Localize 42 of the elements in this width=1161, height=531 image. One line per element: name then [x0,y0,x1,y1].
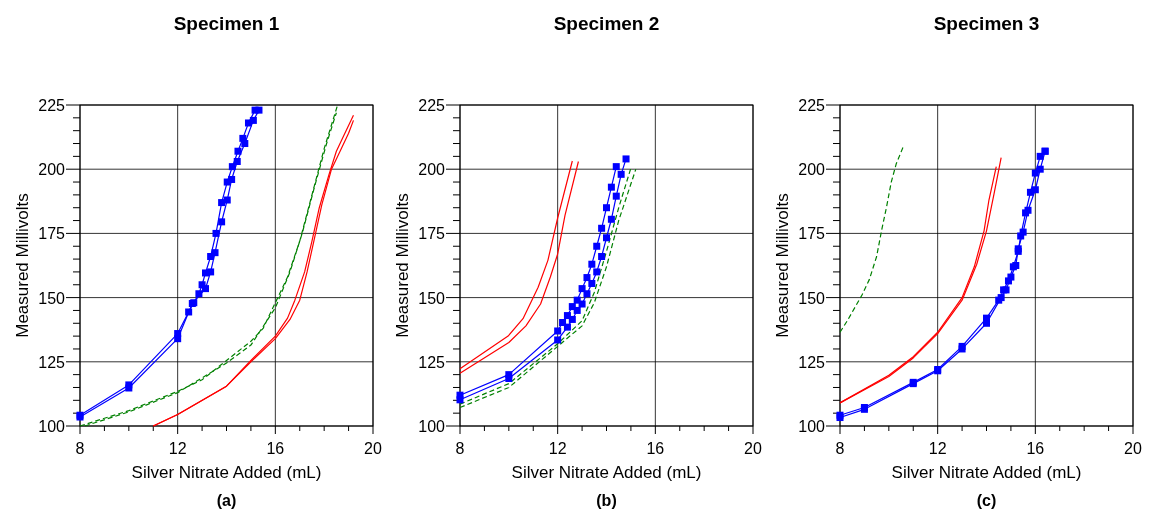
x-axis-title: Silver Nitrate Added (mL) [891,463,1082,482]
y-axis-title: Measured Millivolts [393,193,412,338]
x-tick-label: 8 [75,440,85,457]
x-tick-label: 20 [744,440,762,457]
x-tick-label: 16 [646,440,665,457]
y-tick-label: 100 [38,418,66,435]
text: (c) [976,492,997,509]
x-tick-label: 12 [168,440,187,457]
y-tick-label: 125 [38,353,66,371]
y-tick-label: 150 [38,289,66,307]
x-tick-label: 12 [548,440,567,457]
x-tick-label: 8 [835,440,845,457]
y-tick-label: 200 [418,161,446,179]
x-tick-label: 20 [364,440,382,457]
y-tick-label: 225 [38,97,66,114]
chart-title: Specimen 3 [933,13,1040,34]
y-tick-label: 175 [38,225,66,243]
y-tick-label: 175 [418,225,446,243]
x-tick-label: 16 [266,440,285,457]
chart-title: Specimen 2 [553,13,660,34]
x-axis-title: Silver Nitrate Added (mL) [511,463,702,482]
y-tick-label: 225 [418,97,446,114]
x-tick-label: 12 [928,440,947,457]
x-tick-label: 20 [1124,440,1142,457]
y-tick-label: 150 [798,289,826,307]
x-tick-label: 16 [1026,440,1045,457]
y-tick-label: 125 [418,353,446,371]
y-tick-label: 200 [38,161,66,179]
x-tick-label: 8 [455,440,465,457]
y-axis-title: Measured Millivolts [13,193,32,338]
y-tick-label: 225 [798,97,826,114]
y-tick-label: 175 [798,225,826,243]
y-tick-label: 100 [418,418,446,435]
y-tick-label: 200 [798,161,826,179]
text: (a) [216,492,237,509]
y-axis-title: Measured Millivolts [773,193,792,338]
chart-title: Specimen 1 [173,13,280,34]
y-tick-label: 150 [418,289,446,307]
y-tick-label: 100 [798,418,826,435]
text: (b) [596,492,617,509]
x-axis-title: Silver Nitrate Added (mL) [131,463,322,482]
y-tick-label: 125 [798,353,826,371]
